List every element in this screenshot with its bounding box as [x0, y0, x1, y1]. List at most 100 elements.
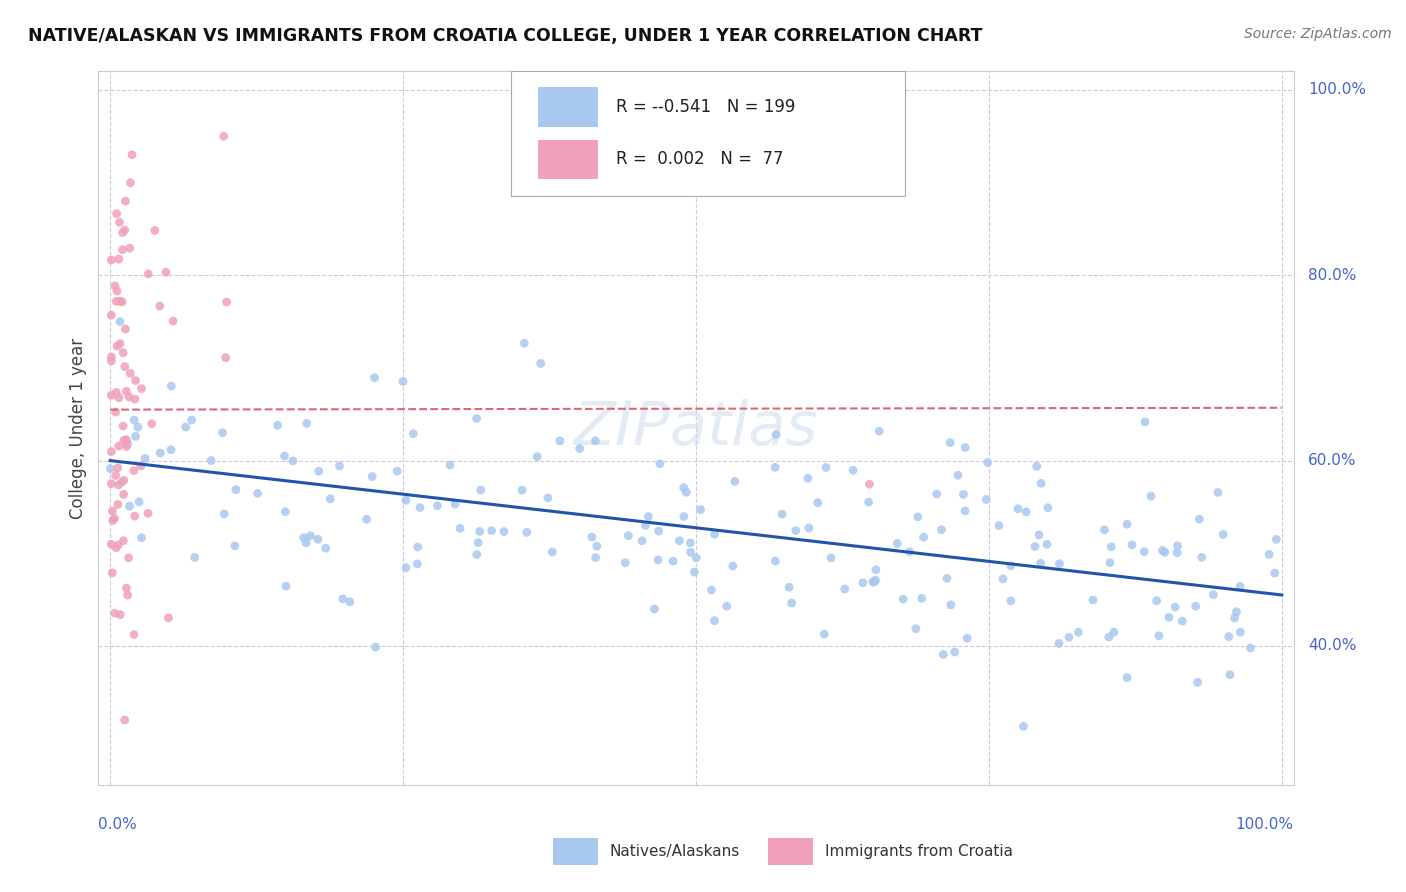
Point	[299, 529, 322, 543]
Point	[114, 223, 136, 237]
Point	[107, 461, 129, 475]
FancyBboxPatch shape	[538, 87, 598, 127]
Point	[107, 478, 129, 492]
Point	[108, 607, 131, 622]
Point	[402, 426, 425, 441]
Point	[1229, 579, 1251, 593]
Point	[215, 295, 238, 310]
Point	[101, 566, 124, 580]
Text: 40.0%: 40.0%	[1308, 639, 1357, 654]
Point	[956, 631, 979, 645]
Point	[1067, 625, 1090, 640]
Point	[585, 539, 607, 553]
Point	[955, 441, 977, 455]
Point	[162, 314, 184, 328]
Point	[100, 388, 122, 402]
Point	[111, 226, 134, 240]
Point	[149, 446, 172, 460]
Point	[1152, 543, 1174, 558]
Point	[295, 417, 318, 431]
Point	[834, 582, 856, 596]
Point	[108, 315, 131, 329]
Point	[931, 523, 953, 537]
Point	[1164, 600, 1187, 615]
Point	[716, 599, 738, 614]
Y-axis label: College, Under 1 year: College, Under 1 year	[69, 337, 87, 519]
Point	[385, 464, 408, 478]
Point	[115, 440, 138, 454]
Point	[685, 550, 707, 565]
FancyBboxPatch shape	[510, 71, 905, 196]
Point	[672, 509, 695, 524]
Point	[1057, 630, 1080, 644]
Point	[1036, 500, 1059, 515]
Point	[1121, 538, 1143, 552]
Point	[105, 206, 128, 220]
Point	[863, 574, 886, 589]
FancyBboxPatch shape	[538, 139, 598, 178]
Point	[675, 485, 697, 500]
Point	[131, 531, 153, 545]
Point	[1188, 512, 1211, 526]
Point	[449, 521, 471, 535]
Point	[1098, 630, 1121, 644]
Point	[114, 359, 136, 374]
Point	[1223, 611, 1246, 625]
Point	[763, 460, 786, 475]
Point	[1015, 505, 1038, 519]
Point	[1133, 544, 1156, 558]
Point	[953, 504, 976, 518]
Point	[541, 545, 564, 559]
Point	[426, 499, 449, 513]
Point	[976, 455, 998, 469]
Point	[124, 509, 146, 524]
Point	[1140, 489, 1163, 503]
Point	[122, 463, 145, 477]
Point	[765, 427, 787, 442]
Point	[395, 493, 418, 508]
Text: NATIVE/ALASKAN VS IMMIGRANTS FROM CROATIA COLLEGE, UNDER 1 YEAR CORRELATION CHAR: NATIVE/ALASKAN VS IMMIGRANTS FROM CROATI…	[28, 27, 983, 45]
Point	[98, 461, 121, 475]
Point	[112, 473, 135, 487]
Point	[107, 252, 129, 266]
Point	[886, 536, 908, 550]
Point	[939, 435, 962, 450]
Point	[797, 471, 820, 485]
Point	[813, 627, 835, 641]
Point	[183, 550, 205, 565]
Point	[273, 449, 295, 463]
Text: R =  0.002   N =  77: R = 0.002 N = 77	[616, 150, 783, 168]
Point	[925, 487, 948, 501]
Point	[858, 495, 880, 509]
Point	[117, 588, 139, 602]
Text: 100.0%: 100.0%	[1308, 82, 1365, 97]
Point	[1000, 594, 1022, 608]
Point	[672, 481, 695, 495]
Point	[111, 243, 134, 257]
Point	[778, 580, 800, 594]
Point	[111, 294, 134, 309]
Point	[721, 559, 744, 574]
Point	[1116, 671, 1139, 685]
Point	[120, 366, 142, 380]
Point	[160, 379, 183, 393]
Point	[1029, 557, 1052, 571]
Text: Natives/Alaskans: Natives/Alaskans	[610, 844, 740, 859]
Text: R = --0.541   N = 199: R = --0.541 N = 199	[616, 98, 796, 116]
Point	[991, 572, 1014, 586]
Point	[118, 390, 141, 404]
Point	[668, 533, 690, 548]
Point	[807, 496, 830, 510]
Point	[1258, 548, 1281, 562]
Point	[1094, 523, 1116, 537]
Point	[122, 413, 145, 427]
Point	[328, 459, 350, 474]
Point	[700, 582, 723, 597]
Point	[1166, 546, 1188, 560]
Point	[862, 574, 884, 589]
Point	[1225, 605, 1247, 619]
Point	[1029, 476, 1052, 491]
Point	[100, 476, 122, 491]
Point	[112, 345, 135, 359]
Point	[392, 375, 415, 389]
